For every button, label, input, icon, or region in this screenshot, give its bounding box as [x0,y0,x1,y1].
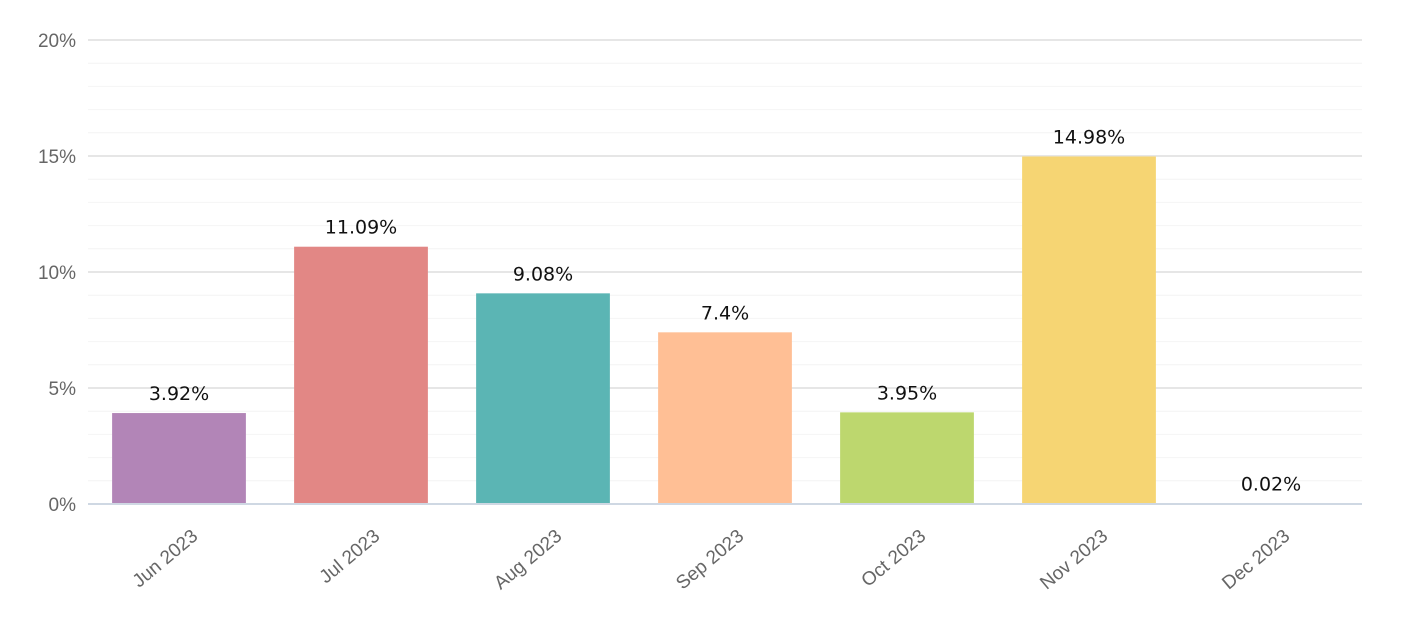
bar[interactable] [840,412,974,504]
bar[interactable] [294,246,428,504]
bar[interactable] [658,332,792,504]
y-tick-label: 20% [38,31,76,52]
x-tick-label: Jul 2023 [316,526,385,588]
data-label: 11.09% [325,217,397,239]
data-labels: 3.92% 11.09% 9.08% 7.4% 3.95% 14.98% 0.02% [149,126,1301,495]
data-label: 3.92% [149,383,209,405]
y-tick-label: 5% [49,379,77,400]
data-label: 3.95% [877,382,937,404]
x-tick-label: Oct 2023 [858,526,931,592]
x-tick-label: Sep 2023 [672,526,748,594]
bar[interactable] [476,293,610,504]
bar[interactable] [112,413,246,504]
y-tick-label: 10% [38,263,76,284]
data-label: 0.02% [1241,474,1301,496]
x-tick-label: Nov 2023 [1036,526,1112,594]
x-tick-label: Dec 2023 [1218,526,1294,594]
x-tick-label: Jun 2023 [129,526,202,592]
y-tick-label: 0% [49,495,77,516]
y-axis: 0% 5% 10% 15% 20% [38,31,76,516]
data-label: 9.08% [513,263,573,285]
y-tick-label: 15% [38,147,76,168]
bars [112,156,1338,505]
bar[interactable] [1022,156,1156,505]
x-axis: Jun 2023 Jul 2023 Aug 2023 Sep 2023 Oct 2023… [88,503,1362,594]
data-label: 7.4% [701,302,749,324]
data-label: 14.98% [1053,126,1125,148]
x-tick-label: Aug 2023 [490,526,566,594]
